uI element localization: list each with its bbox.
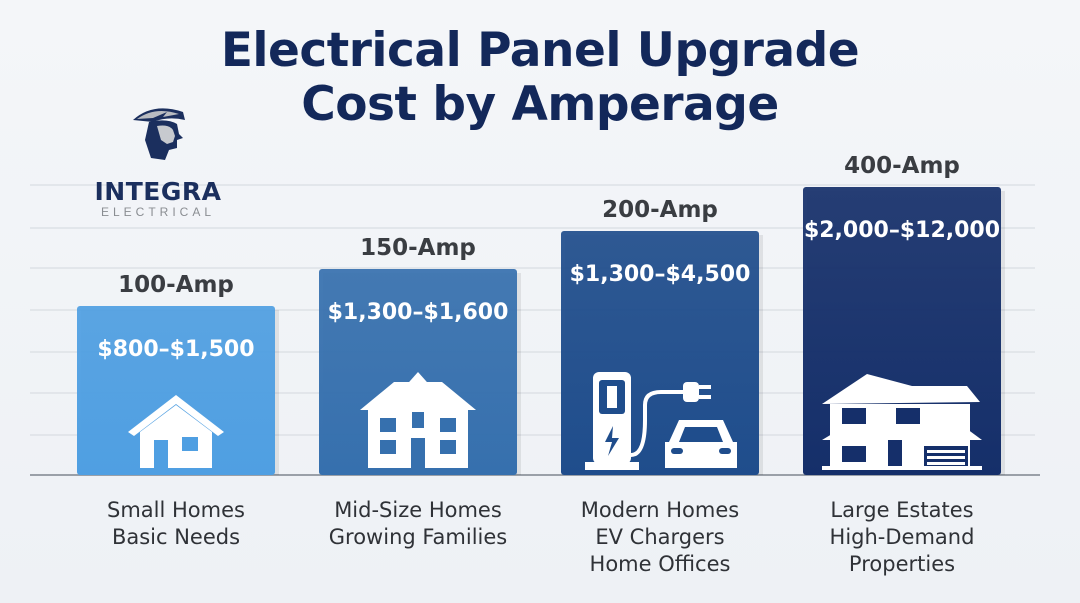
price-label: $1,300–$1,600 <box>328 300 509 325</box>
bar-100-Amp <box>77 306 275 475</box>
logo: INTEGRA ELECTRICAL <box>78 100 238 219</box>
tier-label: 150-Amp <box>360 235 476 261</box>
category-description: Small Homes <box>107 498 245 522</box>
category-description: Properties <box>849 552 955 576</box>
ev-charger-car-icon <box>585 372 737 470</box>
tier-label: 400-Amp <box>844 153 960 179</box>
price-label: $800–$1,500 <box>97 337 254 362</box>
logo-name: INTEGRA <box>94 177 222 206</box>
tier-label: 200-Amp <box>602 197 718 223</box>
category-description: High-Demand <box>830 525 975 549</box>
tier-label: 100-Amp <box>118 272 234 298</box>
page-title: Electrical Panel Upgrade Cost by Amperag… <box>0 24 1080 132</box>
category-description: EV Chargers <box>595 525 724 549</box>
title-line-2: Cost by Amperage <box>301 77 779 132</box>
logo-subtitle: ELECTRICAL <box>100 205 216 219</box>
category-description: Home Offices <box>590 552 731 576</box>
mascot-logo-icon <box>133 108 185 160</box>
price-label: $1,300–$4,500 <box>570 262 751 287</box>
two-story-house-icon <box>360 372 476 468</box>
small-house-icon <box>128 395 224 468</box>
title-line-1: Electrical Panel Upgrade <box>220 23 860 78</box>
category-description: Modern Homes <box>581 498 739 522</box>
price-label: $2,000–$12,000 <box>804 218 1000 243</box>
category-description: Growing Families <box>329 525 507 549</box>
large-estate-icon <box>822 374 982 470</box>
category-description: Large Estates <box>830 498 973 522</box>
category-description: Basic Needs <box>112 525 240 549</box>
category-description: Mid-Size Homes <box>334 498 502 522</box>
